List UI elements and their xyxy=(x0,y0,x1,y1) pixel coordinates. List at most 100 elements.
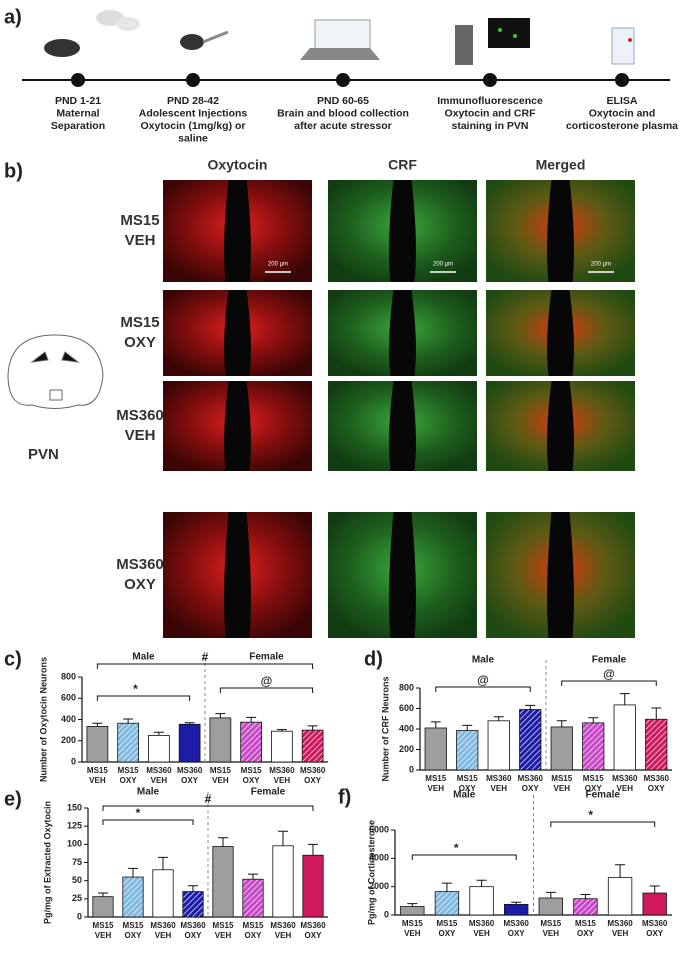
row-label: MS15 xyxy=(120,212,159,229)
x-tick-label: MS360 xyxy=(177,766,203,775)
bar xyxy=(582,722,605,771)
x-tick-label: OXY xyxy=(459,784,477,793)
x-tick-label: VEH xyxy=(491,784,508,793)
error-bar xyxy=(525,704,536,710)
group-label: Female xyxy=(592,655,627,666)
panel-label: e) xyxy=(4,788,22,810)
significance-mark: * xyxy=(588,808,593,822)
row-label: OXY xyxy=(124,334,156,351)
y-tick-label: 200 xyxy=(399,744,414,754)
x-tick-label: OXY xyxy=(181,776,199,785)
bar xyxy=(182,891,204,918)
error-bar xyxy=(128,867,138,878)
x-tick-label: MS15 xyxy=(425,774,446,783)
ventricle xyxy=(547,381,574,471)
timeline-label: Oxytocin and xyxy=(589,107,656,119)
timeline-label: corticosterone plasma xyxy=(566,120,678,132)
scale-bar-label: 200 µm xyxy=(591,262,611,268)
timeline-label: Brain and blood collection xyxy=(277,107,409,119)
x-tick-label: MS15 xyxy=(402,919,423,928)
y-tick-label: 0 xyxy=(384,909,389,919)
error-bar xyxy=(580,893,591,899)
timeline-dot xyxy=(483,73,497,87)
row-label: MS360 xyxy=(116,407,164,424)
y-tick-label: 400 xyxy=(399,723,414,733)
timeline-label: Adolescent Injections xyxy=(139,107,248,119)
error-bar xyxy=(308,843,318,856)
ventricle xyxy=(224,512,251,638)
error-bar xyxy=(218,837,228,847)
ventricle xyxy=(547,180,574,282)
x-tick-label: MS360 xyxy=(269,766,295,775)
timeline-label: staining in PVN xyxy=(451,120,528,132)
ventricle xyxy=(547,512,574,638)
x-tick-label: MS360 xyxy=(644,774,670,783)
y-tick-label: 800 xyxy=(61,671,76,681)
significance-mark: @ xyxy=(261,674,273,688)
x-tick-label: MS15 xyxy=(93,921,114,930)
bar xyxy=(645,718,668,771)
bar xyxy=(519,709,542,771)
bar xyxy=(212,846,234,918)
x-tick-label: MS15 xyxy=(540,919,561,928)
x-tick-label: VEH xyxy=(543,929,560,938)
panel-label: f) xyxy=(338,786,351,808)
x-tick-label: VEH xyxy=(151,776,168,785)
x-tick-label: VEH xyxy=(473,929,490,938)
y-tick-label: 25 xyxy=(72,893,82,903)
bar xyxy=(148,735,170,763)
error-bar xyxy=(556,720,567,727)
x-tick-label: VEH xyxy=(89,776,106,785)
x-tick-label: MS15 xyxy=(118,766,139,775)
significance-mark: * xyxy=(136,806,141,820)
bar xyxy=(178,723,201,763)
column-title: Merged xyxy=(536,157,586,173)
x-tick-label: OXY xyxy=(120,776,138,785)
bar xyxy=(642,892,667,916)
x-tick-label: MS15 xyxy=(583,774,604,783)
error-bar xyxy=(407,903,418,907)
significance-bracket xyxy=(550,821,656,827)
significance-bracket xyxy=(435,686,531,692)
y-axis-title: Pg/mg of Extracted Oxytocin xyxy=(42,801,52,924)
y-tick-label: 800 xyxy=(399,682,414,692)
scale-bar-label: 200 µm xyxy=(268,262,288,268)
error-bar xyxy=(153,731,164,736)
x-tick-label: OXY xyxy=(243,776,261,785)
x-tick-label: VEH xyxy=(95,931,112,940)
timeline-dot xyxy=(336,73,350,87)
timeline-label: saline xyxy=(178,132,208,144)
error-bar xyxy=(158,856,168,870)
x-tick-label: MS15 xyxy=(241,766,262,775)
timeline-icons xyxy=(44,10,635,65)
error-bar xyxy=(493,716,504,721)
y-axis-title: Number of Oxytocin Neurons xyxy=(38,657,48,782)
row-label: MS15 xyxy=(120,314,159,331)
x-tick-label: VEH xyxy=(617,784,634,793)
bar xyxy=(152,869,174,918)
error-bar xyxy=(123,718,134,724)
x-tick-label: MS15 xyxy=(210,766,231,775)
x-tick-label: MS360 xyxy=(612,774,638,783)
significance-bracket xyxy=(102,805,314,811)
bar xyxy=(434,891,460,916)
timeline-label: Oxytocin and CRF xyxy=(444,107,536,119)
error-bar xyxy=(619,693,630,705)
bar xyxy=(487,720,510,771)
error-bar xyxy=(248,873,258,880)
y-tick-label: 400 xyxy=(61,714,76,724)
bar xyxy=(272,845,294,918)
significance-mark: @ xyxy=(603,667,615,681)
significance-mark: * xyxy=(454,841,459,855)
ventricle xyxy=(224,381,251,471)
group-label: Female xyxy=(586,790,621,801)
significance-bracket xyxy=(561,680,657,686)
timeline-label: PND 60-65 xyxy=(317,95,369,107)
bar xyxy=(117,722,139,763)
bar xyxy=(538,897,563,916)
scale-bar-label: 200 µm xyxy=(433,262,453,268)
x-tick-label: VEH xyxy=(215,931,232,940)
significance-mark: * xyxy=(133,682,138,696)
panel-label: d) xyxy=(364,648,383,670)
